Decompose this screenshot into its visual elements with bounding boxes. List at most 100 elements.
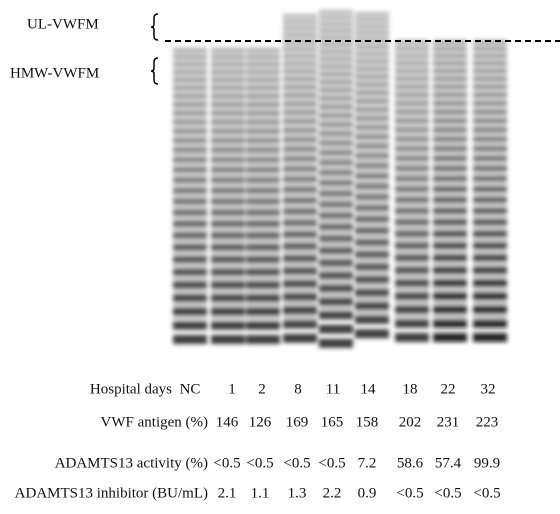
band [433,155,467,162]
band [319,259,353,267]
cell: 2.2 [323,485,342,501]
band [319,113,353,118]
band [355,90,389,95]
row-label: Hospital days [90,381,172,397]
band [283,319,317,329]
band [173,209,207,216]
band [355,38,389,42]
band [283,267,317,275]
cell: <0.5 [213,455,240,471]
band [473,155,507,162]
band [319,149,353,156]
band [319,49,353,54]
band [283,333,317,343]
band [283,156,317,162]
cell: 1 [228,381,236,397]
band [395,196,429,204]
band [246,334,280,344]
band [433,207,467,215]
band [211,220,245,228]
band [246,320,280,330]
band [355,238,389,247]
band [173,85,207,90]
band [246,293,280,303]
cell: 58.6 [397,455,424,471]
band [355,193,389,201]
band [473,292,507,301]
band [433,54,467,58]
band [433,175,467,182]
band [395,266,429,275]
bracket [150,13,159,41]
band [246,147,280,153]
band [246,128,280,134]
band [173,177,207,184]
band [246,110,280,116]
cell: 7.2 [358,455,377,471]
band [246,280,280,289]
band [433,84,467,89]
band [355,250,389,259]
cell: 14 [361,381,377,397]
band [433,165,467,172]
cell: 18 [403,381,418,397]
cell: 158 [356,414,379,430]
cell: NC [180,381,201,397]
band [355,31,389,35]
band [355,82,389,87]
cell: 11 [326,381,340,397]
band [283,85,317,90]
band [355,301,389,311]
band [473,218,507,226]
band [211,137,245,144]
band [355,45,389,49]
band [246,255,280,264]
band [395,292,429,301]
cell: 8 [294,381,302,397]
cell: <0.5 [473,485,500,501]
cell: 99.9 [474,455,500,471]
band [433,136,467,142]
band [395,155,429,162]
cell: <0.5 [246,455,273,471]
band [173,255,207,264]
band [355,172,389,179]
band [319,235,353,243]
band [246,77,280,82]
band [433,292,467,301]
band [173,77,207,82]
band [173,293,207,303]
band [433,266,467,275]
band [211,93,245,99]
cell: 32 [481,381,496,397]
band [319,88,353,93]
band [211,209,245,216]
band [211,243,245,251]
band [173,187,207,194]
cell: 22 [441,381,456,397]
band [355,52,389,56]
band [319,96,353,101]
band [395,127,429,133]
band [395,145,429,152]
band [173,243,207,251]
cell: 0.9 [358,485,377,501]
cell: 165 [321,414,344,430]
band [473,61,507,66]
band [319,159,353,166]
band [433,186,467,193]
band [246,93,280,99]
band [319,104,353,110]
band [173,102,207,107]
band [173,147,207,153]
band [355,59,389,64]
band [355,24,389,28]
band [211,147,245,153]
band [283,197,317,204]
band [433,76,467,81]
band [319,284,353,293]
band [355,153,389,159]
band [473,69,507,73]
band [211,255,245,264]
band [473,186,507,193]
